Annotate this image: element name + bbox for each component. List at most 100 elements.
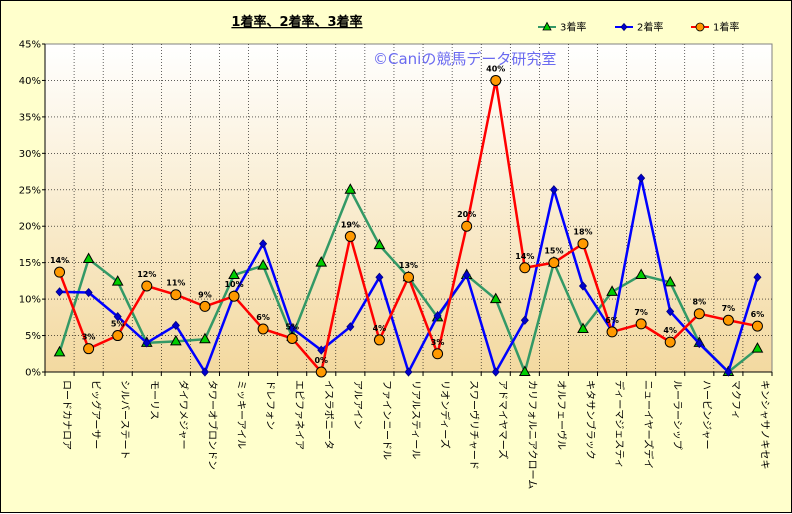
x-category-label: キンシャサノキセキ <box>758 380 770 470</box>
data-label: 3% <box>431 338 445 347</box>
data-point <box>549 185 558 195</box>
plot-area <box>44 43 773 373</box>
data-point <box>142 338 151 348</box>
data-point <box>490 74 502 86</box>
x-category-label: ディーマジェスティ <box>613 380 626 469</box>
data-point <box>55 287 64 297</box>
data-point <box>315 366 327 378</box>
y-tick-label: 0% <box>25 368 41 379</box>
data-point <box>637 173 646 183</box>
data-point <box>577 322 589 333</box>
data-label: 12% <box>137 270 156 279</box>
data-point <box>606 285 618 296</box>
x-category-label: イスラボニータ <box>322 380 334 450</box>
data-point <box>82 252 95 264</box>
data-point <box>518 365 531 376</box>
data-label: 5% <box>111 320 125 329</box>
data-point <box>259 239 268 249</box>
x-category-label: リオンディーズ <box>439 380 452 449</box>
data-point <box>84 287 93 298</box>
x-category-label: ニューイヤーズデイ <box>642 380 655 469</box>
data-label: 3% <box>82 333 96 342</box>
y-tick-label: 35% <box>19 112 41 123</box>
data-point <box>375 272 384 282</box>
data-point <box>578 281 588 291</box>
y-tick-label: 20% <box>19 222 41 233</box>
y-tick-label: 5% <box>25 331 41 342</box>
data-point <box>317 345 326 355</box>
data-point <box>751 320 763 332</box>
data-point <box>519 262 531 274</box>
data-point <box>111 275 124 286</box>
data-point <box>433 311 442 321</box>
data-point <box>635 268 647 280</box>
legend-label: 2着率 <box>637 21 663 34</box>
x-category-label: タワーオブロンドン <box>206 380 219 470</box>
data-point <box>344 230 356 242</box>
x-category-label: アドマイヤマーズ <box>497 380 510 459</box>
data-label: 19% <box>341 220 360 229</box>
data-point <box>606 326 618 338</box>
data-point <box>403 271 414 283</box>
y-tick-label: 25% <box>19 185 41 196</box>
data-point <box>491 367 500 377</box>
data-label: 4% <box>373 324 387 333</box>
x-category-label: ドレフォン <box>264 380 275 430</box>
data-point <box>228 268 240 280</box>
data-label: 6% <box>751 310 765 319</box>
data-label: 18% <box>573 228 592 237</box>
x-category-label: オルフェーヴル <box>555 380 568 450</box>
data-label: 8% <box>693 298 707 307</box>
x-category-label: モーリス <box>148 380 159 420</box>
data-point <box>199 332 211 344</box>
data-label: 5% <box>285 322 299 331</box>
data-point <box>141 280 153 292</box>
y-tick-label: 10% <box>19 295 41 306</box>
legend-label: 1着率 <box>713 21 739 34</box>
data-point <box>489 292 502 304</box>
data-point <box>83 343 95 355</box>
data-point <box>113 311 122 322</box>
data-point <box>257 259 269 270</box>
data-label: 7% <box>634 308 648 317</box>
x-category-label: シルバーステート <box>119 380 131 460</box>
data-point <box>288 323 297 333</box>
data-label: 14% <box>515 252 534 261</box>
legend-label: 3着率 <box>560 21 586 34</box>
data-label: 9% <box>198 290 212 299</box>
legend-marker <box>542 21 552 31</box>
data-point <box>520 315 529 325</box>
data-point <box>346 322 355 332</box>
data-label: 13% <box>399 261 418 270</box>
data-point <box>373 238 386 250</box>
data-point <box>695 338 704 349</box>
chart-title: 1着率、2着率、3着率 <box>231 14 362 30</box>
data-point <box>286 332 298 344</box>
data-point <box>171 320 180 330</box>
data-point <box>112 330 124 342</box>
data-point <box>53 345 66 357</box>
data-point <box>724 367 733 377</box>
y-tick-label: 30% <box>19 149 41 160</box>
y-tick-label: 40% <box>19 76 41 87</box>
data-label: 14% <box>50 256 69 265</box>
data-label: 20% <box>457 210 476 219</box>
data-label: 7% <box>722 304 736 313</box>
x-category-label: ビッグアーサー <box>90 380 103 449</box>
x-category-label: キタサンブラック <box>584 380 597 460</box>
data-point <box>199 300 211 312</box>
data-point <box>170 334 182 346</box>
x-category-label: アルアイン <box>351 380 362 429</box>
data-point <box>635 318 647 330</box>
data-point <box>462 270 471 280</box>
data-point <box>666 306 675 317</box>
data-label: 11% <box>166 279 185 288</box>
data-point <box>54 266 66 278</box>
data-point <box>722 314 734 326</box>
x-category-label: マクフィ <box>729 380 741 420</box>
data-point <box>257 323 269 335</box>
data-label: 10% <box>224 280 243 289</box>
data-point <box>548 257 560 269</box>
